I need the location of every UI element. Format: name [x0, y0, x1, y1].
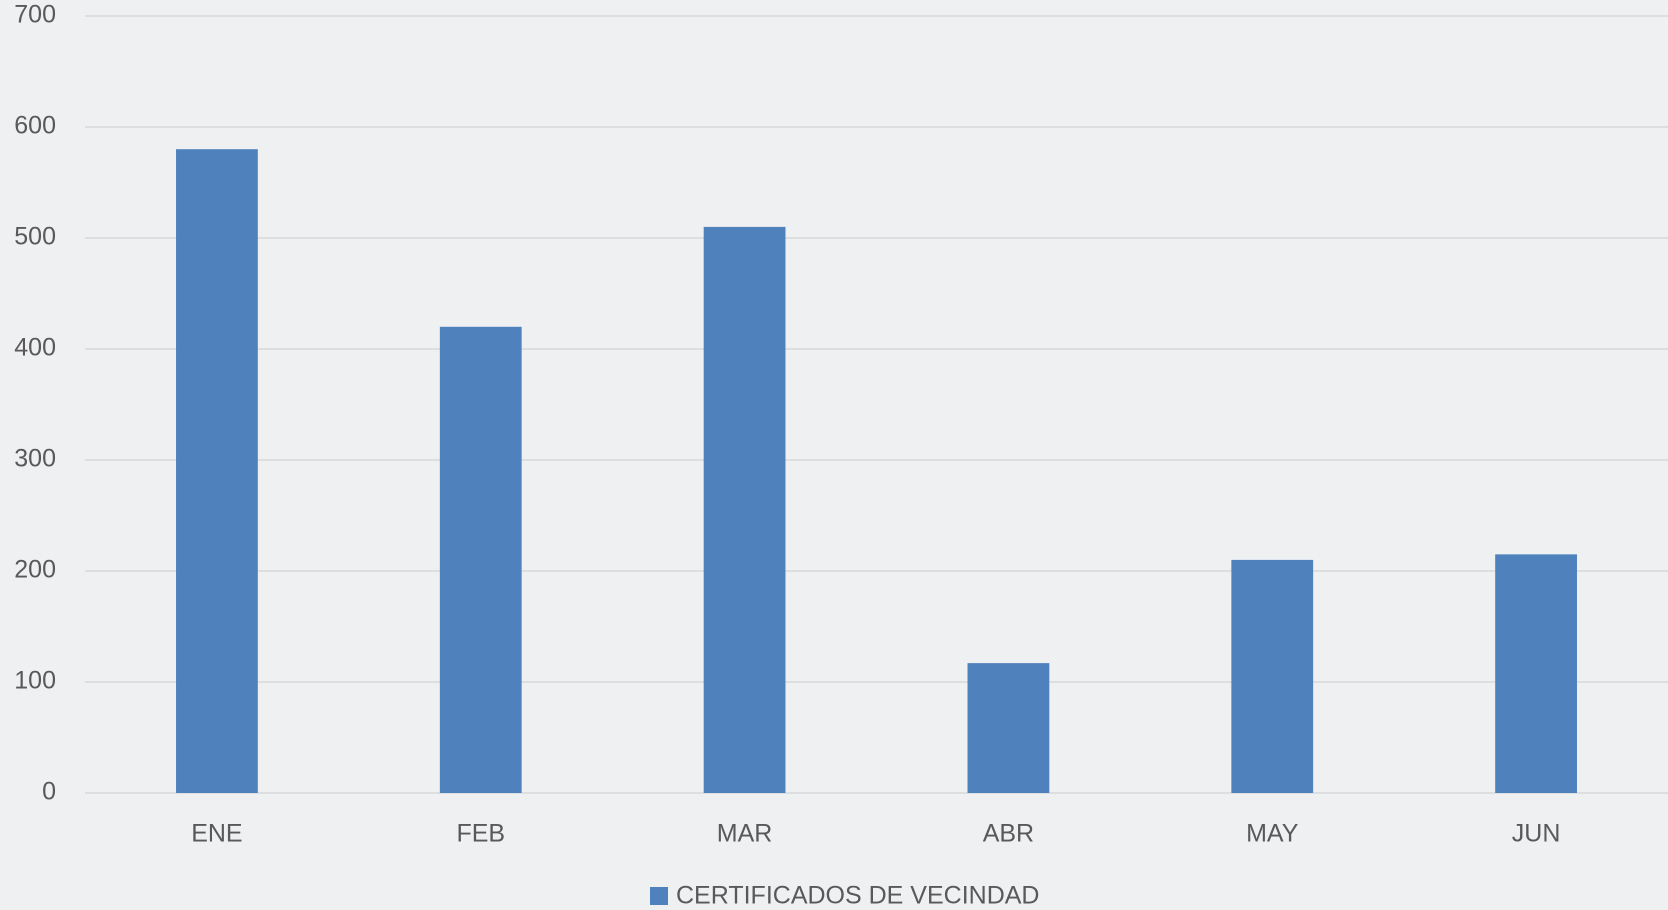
bar — [440, 327, 522, 793]
x-tick-label: JUN — [1512, 820, 1561, 848]
y-tick-label: 400 — [14, 334, 56, 362]
bar — [176, 149, 258, 793]
bar — [1495, 554, 1577, 793]
x-tick-label: FEB — [456, 820, 505, 848]
bar — [968, 663, 1050, 793]
y-tick-label: 0 — [42, 778, 56, 806]
legend-swatch — [650, 887, 668, 905]
x-tick-label: MAR — [717, 820, 773, 848]
x-tick-label: ABR — [983, 820, 1034, 848]
bar — [1231, 560, 1313, 793]
y-tick-label: 600 — [14, 112, 56, 140]
x-tick-label: ENE — [191, 820, 242, 848]
y-tick-label: 200 — [14, 556, 56, 584]
y-tick-label: 700 — [14, 1, 56, 29]
y-tick-label: 300 — [14, 445, 56, 473]
bar — [704, 227, 786, 793]
chart: 0 100 200 300 400 500 600 700 ENE FEB MAR ABR MAY JUN… — [0, 0, 1668, 910]
y-tick-label: 500 — [14, 223, 56, 251]
x-tick-label: MAY — [1246, 820, 1299, 848]
legend-label: CERTIFICADOS DE VECINDAD — [676, 882, 1039, 910]
y-tick-label: 100 — [14, 667, 56, 695]
